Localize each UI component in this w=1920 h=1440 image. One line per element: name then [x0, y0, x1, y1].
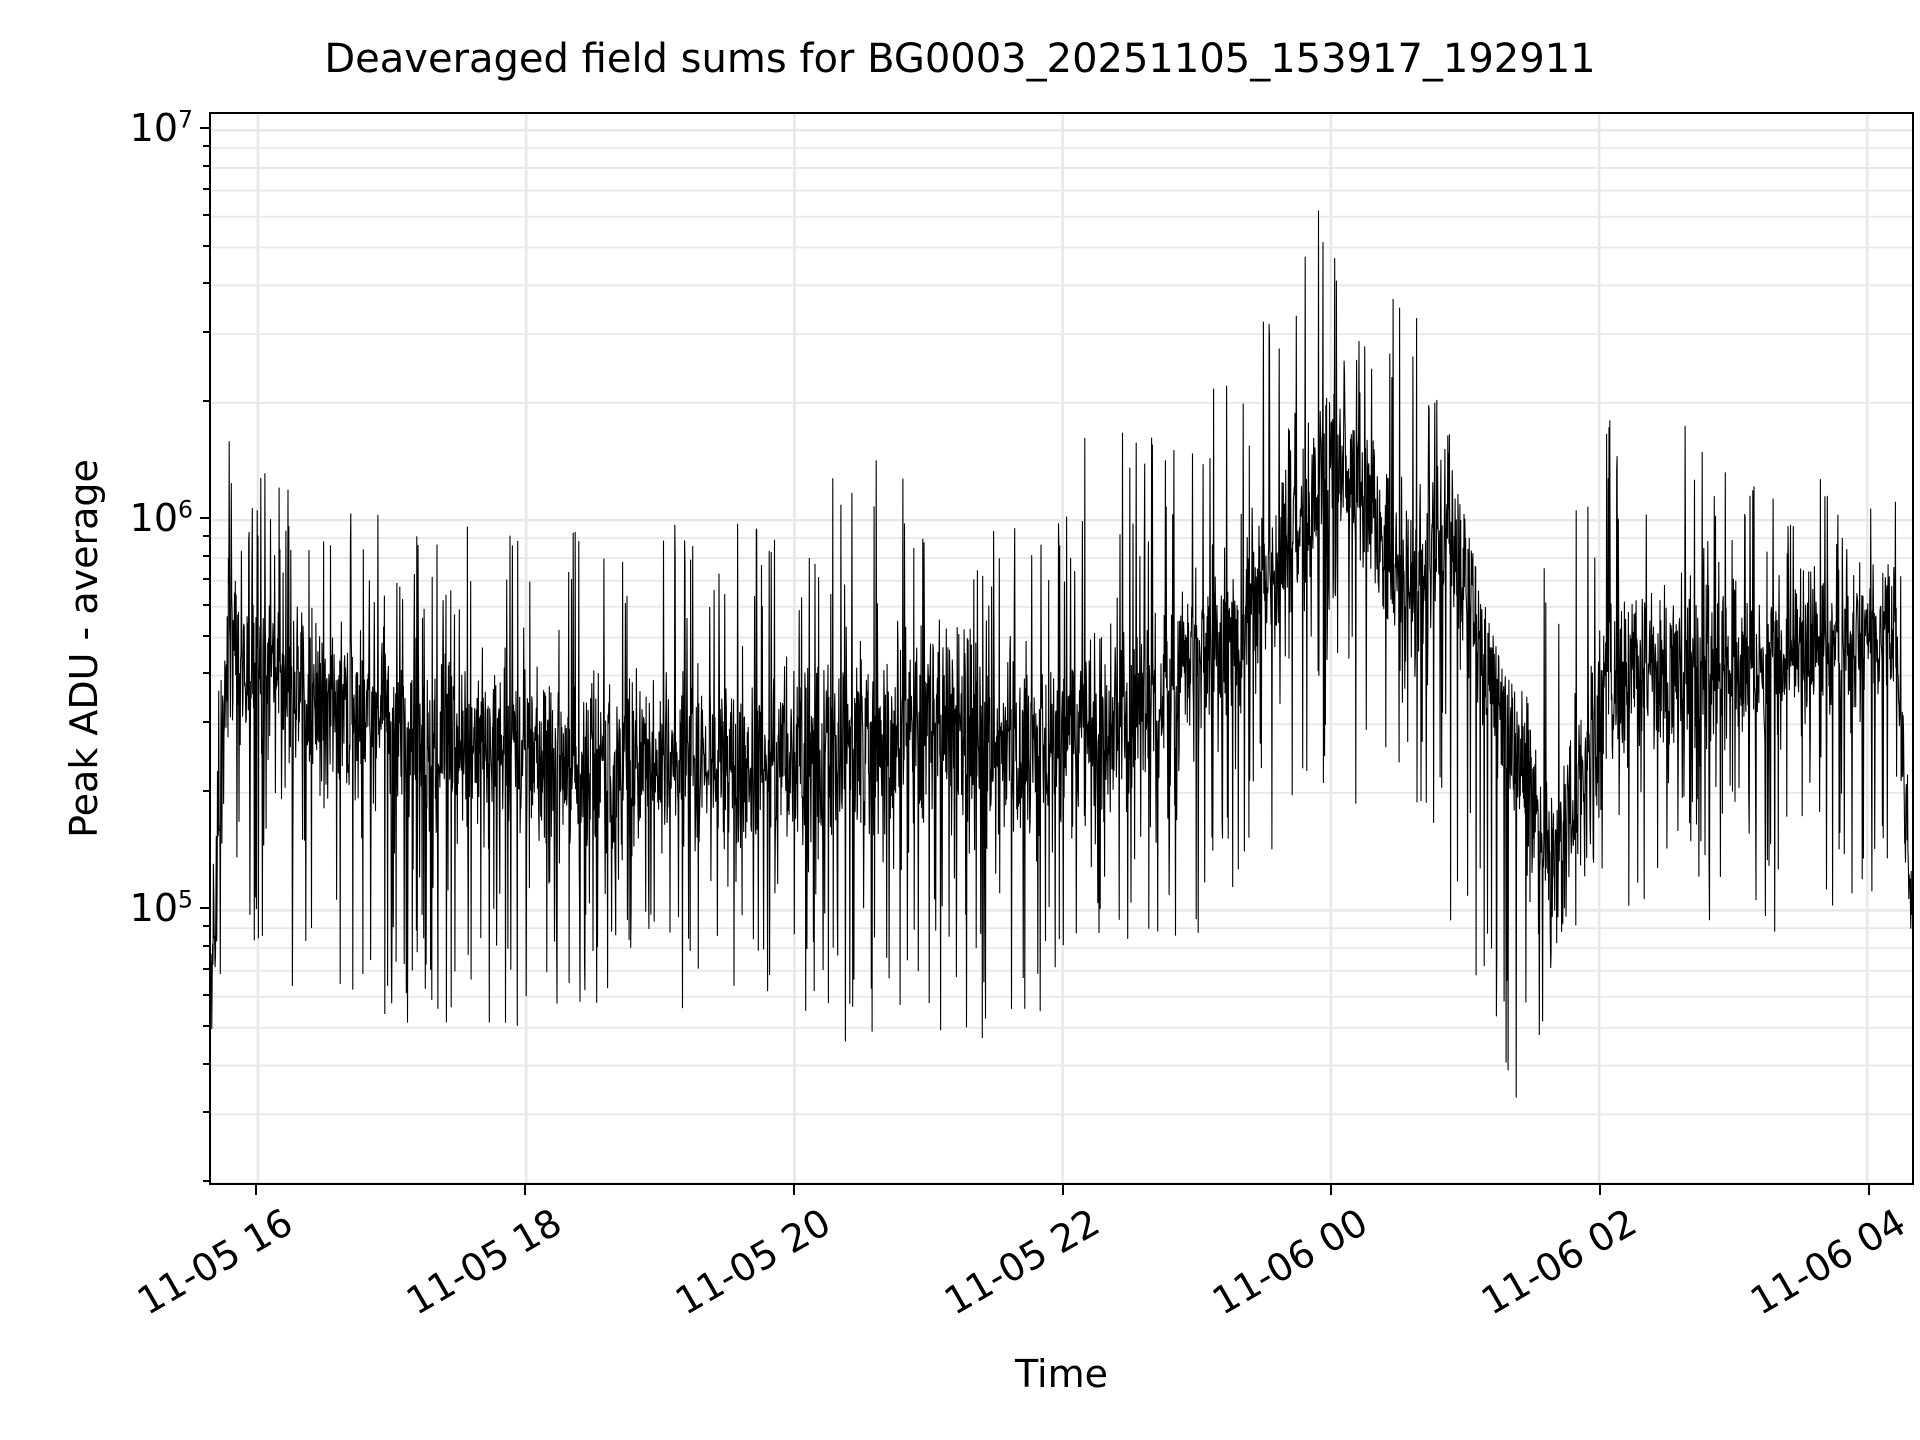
page-title: Deaveraged field sums for BG0003_2025110…: [324, 36, 1596, 82]
y-tick-mark-minor: [203, 213, 210, 216]
y-tick-mark-major: [200, 127, 210, 130]
y-tick-mark-minor: [203, 555, 210, 558]
y-tick-mark-minor: [203, 721, 210, 724]
y-tick-mark-minor: [203, 187, 210, 190]
x-axis-tick-labels: 11-05 16 11-05 18 11-05 20 11-05 22 11-06 00…: [130, 1200, 1914, 1350]
y-tick-label: 107: [129, 105, 193, 151]
y-tick-mark-minor: [203, 577, 210, 580]
x-axis-ticks: [209, 1185, 1914, 1199]
y-tick-mark-minor: [203, 1024, 210, 1027]
x-tick-mark: [792, 1185, 795, 1195]
y-tick-mark-minor: [203, 993, 210, 996]
y-tick-mark-minor: [203, 967, 210, 970]
x-tick-mark: [1330, 1185, 1333, 1195]
y-tick-mark-minor: [203, 144, 210, 147]
y-tick-mark-minor: [203, 331, 210, 334]
y-tick-mark-major: [200, 907, 210, 910]
y-tick-mark-minor: [203, 1111, 210, 1114]
y-tick-mark-minor: [203, 282, 210, 285]
x-tick-label: 11-06 02: [1474, 1200, 1645, 1324]
y-axis-label: Peak ADU - average: [62, 459, 106, 838]
y-tick-mark-minor: [203, 535, 210, 538]
plot-area: [209, 112, 1914, 1185]
x-tick-mark: [1599, 1185, 1602, 1195]
y-tick-mark-major: [200, 517, 210, 520]
x-tick-mark: [1061, 1185, 1064, 1195]
y-tick-mark-minor: [203, 164, 210, 167]
x-tick-label: 11-06 00: [1205, 1200, 1376, 1324]
y-tick-label: 106: [129, 495, 193, 541]
x-tick-mark: [255, 1185, 258, 1195]
y-tick-mark-minor: [203, 672, 210, 675]
plot-svg: [211, 114, 1912, 1183]
y-tick-mark-minor: [203, 789, 210, 792]
x-axis-label: Time: [1015, 1352, 1108, 1396]
y-tick-mark-minor: [203, 1180, 210, 1182]
y-tick-mark-minor: [203, 244, 210, 247]
x-tick-label: 11-06 04: [1743, 1200, 1914, 1324]
y-tick-mark-minor: [203, 925, 210, 928]
y-tick-mark-minor: [203, 1062, 210, 1065]
x-tick-label: 11-05 22: [936, 1200, 1107, 1324]
y-tick-mark-minor: [203, 634, 210, 637]
x-tick-label: 11-05 20: [667, 1200, 838, 1324]
y-tick-label: 105: [129, 885, 193, 931]
y-tick-mark-minor: [203, 945, 210, 948]
x-tick-label: 11-05 16: [130, 1200, 301, 1324]
x-tick-mark: [1868, 1185, 1871, 1195]
y-tick-mark-minor: [203, 399, 210, 402]
y-tick-mark-minor: [203, 603, 210, 606]
x-tick-label: 11-05 18: [398, 1200, 569, 1324]
y-axis-ticks: 107 106 105: [0, 106, 210, 1185]
x-tick-mark: [523, 1185, 526, 1195]
data-series-line: [211, 210, 1912, 1098]
